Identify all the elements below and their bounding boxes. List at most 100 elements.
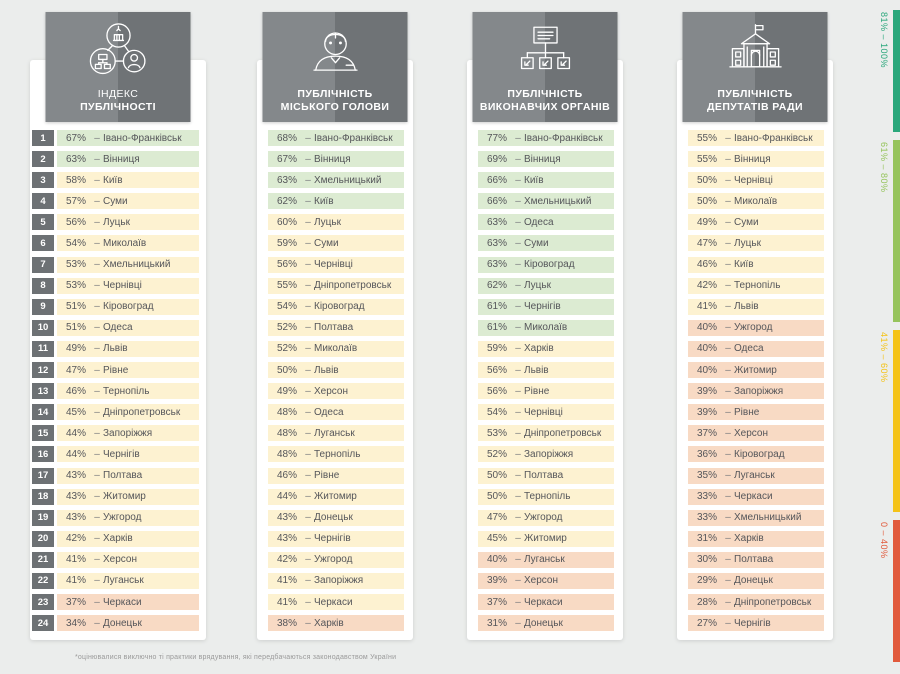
score-bar: 40% – Одеса	[688, 340, 824, 357]
city-name: Львів	[524, 364, 549, 376]
score-value: 43%	[66, 491, 87, 503]
score-bar: 47% – Луцьк	[688, 235, 824, 252]
card-executive-bodies-publicity: ПУБЛІЧНІСТЬ ВИКОНАВЧИХ ОРГАНІВ 77% – Івано…	[467, 12, 623, 640]
city-name: Донецьк	[103, 617, 142, 629]
ranking-row: 42% – Ужгород	[268, 551, 404, 568]
score-value: 52%	[277, 343, 298, 355]
ranking-row: 68% – Івано-Франківськ	[268, 130, 404, 146]
dash-separator: –	[725, 575, 731, 587]
city-name: Чернівці	[103, 280, 142, 292]
score-bar: 37% – Херсон	[688, 425, 824, 442]
dash-separator: –	[305, 343, 311, 355]
score-value: 42%	[697, 280, 718, 292]
dash-separator: –	[515, 301, 521, 313]
ranking-row: 7 53% – Хмельницький	[32, 256, 199, 273]
score-value: 63%	[487, 237, 508, 249]
city-name: Дніпропетровськ	[524, 427, 602, 439]
score-value: 61%	[487, 322, 508, 334]
score-bar: 37% – Черкаси	[478, 594, 614, 611]
score-value: 41%	[277, 575, 298, 587]
rank-badge: 1	[32, 130, 54, 146]
mayor-icon	[302, 16, 368, 88]
city-name: Кіровоград	[734, 448, 785, 460]
score-value: 52%	[487, 448, 508, 460]
ranking-row: 52% – Миколаїв	[268, 340, 404, 357]
ranking-row: 48% – Луганськ	[268, 425, 404, 442]
ranking-row: 43% – Чернігів	[268, 530, 404, 547]
city-name: Ужгород	[103, 512, 142, 524]
city-name: Херсон	[524, 575, 558, 587]
score-value: 50%	[487, 491, 508, 503]
score-value: 55%	[697, 132, 718, 144]
dash-separator: –	[515, 385, 521, 397]
score-bar: 56% – Рівне	[478, 383, 614, 400]
ranking-row: 50% – Тернопіль	[478, 488, 614, 505]
score-value: 49%	[697, 216, 718, 228]
score-bar: 41% – Херсон	[57, 551, 199, 568]
ranking-row: 63% – Кіровоград	[478, 256, 614, 273]
dash-separator: –	[725, 364, 731, 376]
score-value: 53%	[66, 259, 87, 271]
ranking-row: 40% – Житомир	[688, 362, 824, 379]
dash-separator: –	[725, 385, 731, 397]
score-bar: 48% – Тернопіль	[268, 446, 404, 463]
score-bar: 46% – Київ	[688, 256, 824, 273]
score-value: 63%	[66, 153, 87, 165]
city-name: Київ	[734, 259, 754, 271]
score-bar: 59% – Суми	[268, 235, 404, 252]
score-bar: 31% – Харків	[688, 530, 824, 547]
dash-separator: –	[94, 132, 100, 144]
score-value: 39%	[487, 575, 508, 587]
score-value: 50%	[277, 364, 298, 376]
dash-separator: –	[305, 575, 311, 587]
score-value: 56%	[487, 364, 508, 376]
score-bar: 54% – Чернівці	[478, 404, 614, 421]
score-value: 31%	[487, 617, 508, 629]
card-title-line2: ВИКОНАВЧИХ ОРГАНІВ	[479, 101, 611, 113]
ranking-row: 50% – Чернівці	[688, 172, 824, 189]
card-title-line1: ІНДЕКС	[97, 88, 139, 100]
score-bar: 53% – Дніпропетровськ	[478, 425, 614, 442]
score-value: 43%	[66, 512, 87, 524]
rank-badge: 24	[32, 615, 54, 632]
dash-separator: –	[515, 237, 521, 249]
city-name: Київ	[314, 195, 334, 207]
ranking-row: 40% – Одеса	[688, 340, 824, 357]
city-name: Луганськ	[524, 554, 565, 566]
score-value: 50%	[697, 174, 718, 186]
card-header: ПУБЛІЧНІСТЬ ВИКОНАВЧИХ ОРГАНІВ	[472, 12, 618, 122]
ranking-row: 39% – Херсон	[478, 572, 614, 589]
ranking-list: 1 67% – Івано-Франківськ 2 63% – Вінниця 3 58% – Ки…	[30, 130, 206, 636]
ranking-row: 49% – Суми	[688, 214, 824, 231]
ranking-row: 11 49% – Львів	[32, 340, 199, 357]
city-name: Хмельницький	[103, 259, 171, 271]
score-bar: 55% – Дніпропетровськ	[268, 277, 404, 294]
score-bar: 45% – Житомир	[478, 530, 614, 547]
score-bar: 43% – Донецьк	[268, 509, 404, 526]
dash-separator: –	[94, 554, 100, 566]
legend-label: 81% – 100%	[879, 12, 889, 69]
dash-separator: –	[94, 216, 100, 228]
ranking-row: 77% – Івано-Франківськ	[478, 130, 614, 146]
ranking-row: 30% – Полтава	[688, 551, 824, 568]
score-bar: 53% – Чернівці	[57, 277, 199, 294]
score-bar: 55% – Івано-Франківськ	[688, 130, 824, 146]
city-name: Івано-Франківськ	[734, 132, 813, 144]
score-value: 30%	[697, 554, 718, 566]
score-bar: 50% – Тернопіль	[478, 488, 614, 505]
score-bar: 37% – Черкаси	[57, 594, 199, 611]
score-value: 43%	[277, 533, 298, 545]
rank-badge: 17	[32, 467, 54, 484]
score-bar: 46% – Тернопіль	[57, 383, 199, 400]
city-name: Суми	[103, 195, 128, 207]
score-bar: 63% – Вінниця	[57, 151, 199, 168]
ranking-row: 4 57% – Суми	[32, 193, 199, 210]
city-name: Ужгород	[524, 512, 563, 524]
city-name: Харків	[103, 533, 133, 545]
score-value: 46%	[697, 259, 718, 271]
city-name: Запоріжжя	[524, 448, 574, 460]
ranking-row: 47% – Луцьк	[688, 235, 824, 252]
city-name: Донецьк	[524, 617, 563, 629]
city-name: Чернігів	[103, 448, 140, 460]
dash-separator: –	[515, 575, 521, 587]
